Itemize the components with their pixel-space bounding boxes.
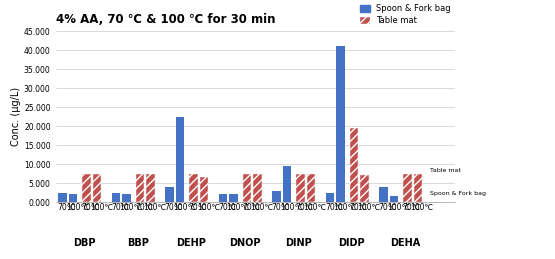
- Bar: [93, 174, 102, 202]
- Y-axis label: Conc. (μg/L): Conc. (μg/L): [11, 87, 21, 146]
- Bar: [282, 166, 291, 202]
- Legend: Spoon & Fork bag, Table mat: Spoon & Fork bag, Table mat: [360, 4, 451, 25]
- Text: DEHP: DEHP: [176, 238, 206, 248]
- Text: DNOP: DNOP: [229, 238, 260, 248]
- Text: DBP: DBP: [73, 238, 95, 248]
- Bar: [136, 174, 144, 202]
- Bar: [296, 174, 305, 202]
- Bar: [165, 187, 174, 202]
- Bar: [69, 194, 78, 202]
- Bar: [176, 117, 184, 202]
- Text: DIDP: DIDP: [338, 238, 365, 248]
- Bar: [403, 174, 412, 202]
- Bar: [336, 46, 345, 202]
- Bar: [229, 194, 238, 202]
- Bar: [350, 128, 358, 202]
- Bar: [112, 192, 120, 202]
- Bar: [58, 192, 67, 202]
- Bar: [253, 174, 262, 202]
- Bar: [306, 174, 315, 202]
- Bar: [82, 174, 91, 202]
- Text: Table mat: Table mat: [430, 168, 461, 173]
- Bar: [360, 175, 369, 202]
- Bar: [189, 174, 198, 202]
- Bar: [122, 194, 131, 202]
- Bar: [326, 192, 334, 202]
- Text: BBP: BBP: [127, 238, 149, 248]
- Text: DINP: DINP: [285, 238, 311, 248]
- Bar: [413, 174, 422, 202]
- Text: 4% AA, 70 ℃ & 100 ℃ for 30 min: 4% AA, 70 ℃ & 100 ℃ for 30 min: [56, 13, 275, 26]
- Text: DEHA: DEHA: [390, 238, 420, 248]
- Bar: [273, 191, 281, 202]
- Bar: [219, 195, 228, 202]
- Bar: [243, 174, 251, 202]
- Bar: [390, 196, 398, 202]
- Bar: [200, 177, 208, 202]
- Bar: [146, 174, 155, 202]
- Bar: [379, 187, 388, 202]
- Text: Spoon & Fork bag: Spoon & Fork bag: [430, 191, 486, 196]
